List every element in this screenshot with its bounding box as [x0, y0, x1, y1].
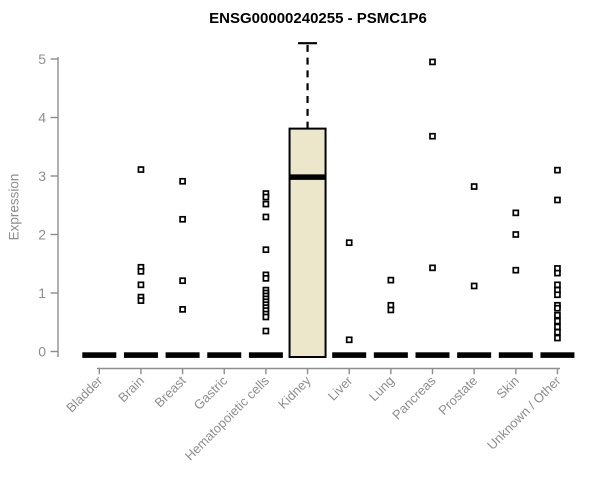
- median-line: [332, 352, 367, 358]
- median-line: [457, 352, 492, 358]
- data-point: [345, 336, 353, 344]
- data-point: [512, 209, 520, 217]
- data-point: [512, 231, 520, 238]
- median-line: [415, 352, 450, 358]
- x-tick-label: Prostate: [435, 373, 480, 418]
- median-line: [82, 352, 117, 358]
- data-point: [179, 277, 186, 285]
- x-tick-label: Pancreas: [389, 373, 439, 423]
- y-tick-label: 0: [38, 344, 46, 360]
- x-tick-label: Gastric: [191, 373, 231, 413]
- y-tick-label: 3: [38, 168, 46, 184]
- box: [288, 127, 327, 358]
- data-point: [387, 276, 395, 284]
- x-tick-label: Breast: [152, 373, 189, 410]
- data-point: [512, 266, 520, 274]
- box-group: [332, 239, 367, 358]
- data-point: [262, 193, 270, 201]
- data-point: [554, 166, 561, 174]
- data-point: [262, 313, 270, 321]
- x-tick-label: Liver: [325, 373, 356, 404]
- data-point: [137, 297, 145, 304]
- box-group: [288, 42, 327, 358]
- y-axis: 0 1 2 3 4 5: [38, 51, 59, 360]
- y-tick-label: 5: [38, 51, 46, 67]
- data-point: [262, 275, 270, 282]
- median-line: [207, 352, 242, 358]
- median-line: [248, 352, 283, 358]
- data-point: [554, 281, 561, 289]
- box-group: [165, 177, 200, 358]
- x-tick-label: Skin: [493, 373, 521, 401]
- box-group: [498, 209, 533, 358]
- median-line: [165, 352, 200, 358]
- data-point: [554, 334, 561, 342]
- x-tick-label: Brain: [115, 373, 147, 405]
- box-group: [82, 352, 117, 358]
- data-point: [470, 282, 478, 290]
- data-point: [387, 306, 395, 314]
- box-group: [248, 190, 283, 358]
- median-line: [123, 352, 158, 358]
- data-point: [429, 132, 436, 140]
- data-point: [262, 200, 270, 208]
- data-point: [179, 215, 186, 223]
- chart-title: ENSG00000240255 - PSMC1P6: [209, 10, 427, 27]
- data-point: [470, 183, 478, 190]
- data-point: [137, 281, 145, 289]
- data-point: [179, 306, 186, 313]
- y-tick-label: 2: [38, 227, 46, 243]
- y-tick-label: 4: [38, 110, 46, 126]
- data-point: [262, 213, 270, 221]
- data-point: [262, 246, 270, 254]
- data-point: [137, 166, 145, 173]
- box-group: [207, 352, 242, 358]
- data-point: [554, 323, 561, 331]
- x-tick-label: Kidney: [275, 373, 314, 412]
- data-point: [554, 304, 561, 312]
- data-point: [345, 239, 353, 247]
- data-point: [137, 268, 145, 275]
- data-point: [554, 196, 561, 204]
- data-point: [554, 328, 561, 336]
- data-point: [262, 327, 270, 335]
- data-point: [429, 58, 436, 66]
- median-line: [373, 352, 408, 358]
- x-tick-label: Unknown / Other: [484, 373, 564, 453]
- box-group: [540, 166, 575, 358]
- data-point: [554, 311, 561, 319]
- box-group: [415, 58, 450, 358]
- box-group: [123, 166, 158, 358]
- box-group: [457, 183, 492, 358]
- y-tick-label: 1: [38, 285, 46, 301]
- data-point: [429, 264, 436, 272]
- data-point: [554, 291, 561, 299]
- x-tick-label: Bladder: [63, 373, 106, 416]
- median-line: [540, 352, 575, 358]
- x-tick-label: Lung: [366, 373, 397, 404]
- data-point: [179, 177, 186, 185]
- box-group: [373, 276, 408, 358]
- median-line: [498, 352, 533, 358]
- data-point: [554, 317, 561, 325]
- data-point: [554, 269, 561, 277]
